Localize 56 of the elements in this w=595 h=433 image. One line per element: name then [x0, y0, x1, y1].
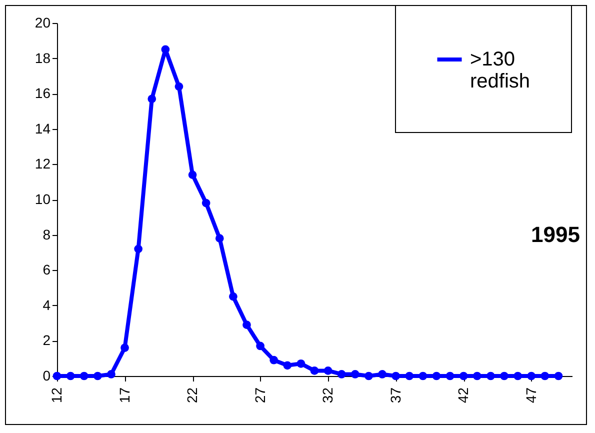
point [310, 366, 319, 375]
y-tick-label: 2 [42, 332, 51, 348]
point [324, 366, 332, 375]
point [527, 372, 536, 380]
point [432, 372, 441, 380]
legend-label: >130 redfish [470, 48, 530, 92]
point [350, 370, 360, 378]
point [66, 372, 75, 380]
point [392, 372, 400, 380]
y-tick-label: 6 [42, 262, 51, 278]
point [215, 234, 224, 243]
y-tick-label: 14 [34, 120, 51, 136]
point [120, 344, 129, 352]
point [256, 342, 264, 350]
y-tick-label: 18 [34, 50, 51, 66]
point [472, 372, 482, 380]
point [364, 372, 373, 380]
point [188, 170, 197, 179]
point [283, 361, 292, 370]
point [337, 370, 346, 378]
point [418, 372, 428, 380]
x-tick-label: 32 [320, 387, 336, 404]
point [107, 370, 116, 378]
point [378, 370, 386, 378]
y-tick-label: 12 [34, 156, 51, 172]
point [229, 292, 238, 301]
point [93, 372, 102, 380]
x-tick-label: 37 [387, 387, 404, 404]
annotation: 1995 [531, 222, 580, 247]
point [405, 372, 414, 380]
point [270, 356, 278, 364]
point [500, 372, 508, 380]
point [540, 372, 550, 380]
y-tick-label: 4 [42, 296, 51, 313]
point [459, 372, 468, 380]
y-tick-label: 20 [34, 14, 51, 30]
point [554, 372, 563, 380]
point [296, 359, 306, 368]
point [242, 320, 251, 329]
point [80, 372, 88, 380]
point [486, 372, 495, 380]
x-tick-label: 17 [116, 387, 132, 404]
point [202, 198, 210, 208]
x-tick-label: 42 [455, 387, 472, 404]
x-tick-label: 47 [522, 387, 539, 404]
x-tick-label: 27 [252, 387, 268, 404]
point [148, 94, 156, 104]
point [134, 244, 142, 254]
y-tick-label: 8 [42, 226, 51, 242]
y-tick-label: 0 [42, 368, 51, 384]
x-tick-label: 22 [184, 387, 200, 404]
point [174, 82, 184, 91]
y-tick-label: 16 [34, 85, 51, 102]
y-tick-label: 10 [34, 191, 51, 207]
point [514, 372, 522, 380]
point [446, 372, 454, 380]
